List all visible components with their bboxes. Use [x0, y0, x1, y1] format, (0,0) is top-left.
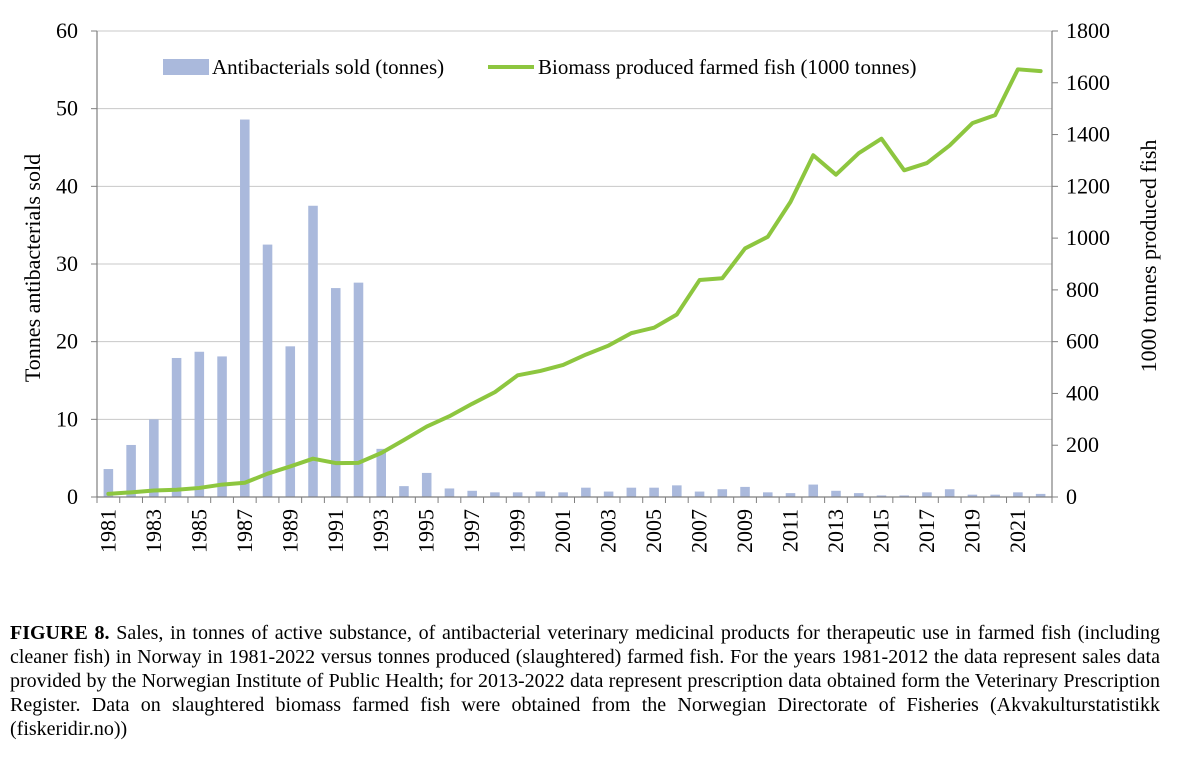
bar-2017 [922, 492, 932, 497]
right-axis-ticks: 0 200 400 600 800 1000 1200 1400 1600 1800 [1066, 18, 1110, 509]
bar-2009 [740, 486, 750, 497]
bar-2008 [717, 489, 728, 497]
chart: 0 10 20 30 40 50 60 0 200 400 600 800 1000 1200 1400 1… [20, 18, 1161, 553]
bar-2021 [1013, 492, 1023, 497]
bar-1992 [353, 282, 364, 497]
y2-axis-title: 1000 tonnes produced fish [1136, 140, 1161, 373]
right-tick-label: 0 [1066, 484, 1077, 509]
right-tick-label: 1400 [1066, 122, 1110, 147]
bar-1996 [444, 488, 455, 497]
x-tick-label: 2021 [1005, 509, 1030, 553]
legend-line-label: Biomass produced farmed fish (1000 tonne… [538, 55, 917, 79]
bar-1988 [262, 244, 273, 497]
x-tick-label: 2011 [778, 509, 803, 552]
right-tick-label: 200 [1066, 432, 1099, 457]
x-tick-label: 1981 [95, 509, 120, 553]
bar-1982 [126, 444, 136, 497]
left-tick-label: 30 [56, 251, 78, 276]
right-tick-label: 800 [1066, 277, 1099, 302]
legend-bar-swatch [163, 59, 209, 75]
bar-2019 [967, 494, 978, 497]
bar-2015 [876, 495, 887, 497]
bar-2002 [581, 487, 591, 497]
bar-2001 [558, 492, 568, 497]
bar-1989 [285, 346, 296, 497]
right-tick-label: 600 [1066, 329, 1099, 354]
bar-1987 [240, 119, 250, 497]
right-tick-label: 400 [1066, 380, 1099, 405]
x-tick-label: 1995 [414, 509, 439, 553]
axes [91, 30, 1058, 503]
left-tick-label: 20 [56, 329, 78, 354]
left-tick-label: 40 [56, 173, 78, 198]
x-tick-label: 2009 [732, 509, 757, 553]
bar-2003 [603, 491, 614, 497]
figure-caption: FIGURE 8. Sales, in tonnes of active sub… [10, 621, 1160, 741]
bar-1994 [399, 486, 409, 497]
left-tick-label: 60 [56, 18, 78, 43]
left-tick-label: 0 [67, 484, 78, 509]
x-tick-label: 1997 [459, 509, 484, 553]
bar-1998 [490, 492, 500, 497]
bar-2016 [899, 495, 909, 497]
legend-bar-label: Antibacterials sold (tonnes) [212, 55, 444, 79]
x-tick-label: 2003 [596, 509, 621, 553]
right-tick-label: 1800 [1066, 18, 1110, 43]
bar-2007 [694, 491, 705, 497]
bar-1995 [421, 472, 432, 497]
x-tick-label: 1993 [368, 509, 393, 553]
bar-1985 [194, 351, 205, 497]
bar-series [103, 119, 1046, 497]
x-tick-label: 2015 [868, 509, 893, 553]
bar-1986 [217, 356, 227, 497]
x-tick-label: 1989 [277, 509, 302, 553]
bar-2018 [944, 489, 955, 497]
bar-2000 [535, 491, 546, 497]
bar-1997 [467, 490, 477, 497]
x-tick-label: 2007 [687, 509, 712, 553]
biomass-line [106, 67, 1043, 496]
bar-2014 [853, 493, 864, 497]
bar-2022 [1035, 493, 1046, 497]
caption-label: FIGURE 8. [10, 622, 110, 644]
x-tick-label: 2019 [959, 509, 984, 553]
right-tick-label: 1200 [1066, 173, 1110, 198]
bar-2006 [672, 485, 682, 497]
bar-1991 [330, 288, 341, 497]
bar-2011 [785, 493, 796, 497]
x-tick-label: 2017 [914, 509, 939, 553]
bar-1984 [171, 357, 182, 497]
bar-1999 [512, 492, 523, 497]
y-axis-title: Tonnes antibacterials sold [20, 154, 45, 382]
x-tick-label: 2005 [641, 509, 666, 553]
x-tick-label: 2001 [550, 509, 575, 553]
bar-1990 [308, 205, 318, 497]
line-series [106, 67, 1043, 496]
bar-1993 [376, 448, 387, 497]
caption-text: Sales, in tonnes of active substance, of… [10, 622, 1160, 740]
x-tick-label: 1983 [141, 509, 166, 553]
x-tick-label: 1991 [323, 509, 348, 553]
bar-1983 [149, 419, 159, 497]
left-tick-label: 50 [56, 96, 78, 121]
bar-1981 [103, 469, 114, 497]
bar-2010 [762, 492, 773, 497]
right-tick-label: 1600 [1066, 70, 1110, 95]
left-axis-ticks: 0 10 20 30 40 50 60 [56, 18, 78, 509]
x-tick-label: 1987 [232, 509, 257, 553]
bar-2004 [626, 487, 637, 497]
bar-2020 [990, 494, 1000, 497]
x-tick-label: 1985 [186, 509, 211, 553]
x-tick-label: 2013 [823, 509, 848, 553]
left-tick-label: 10 [56, 406, 78, 431]
x-tick-label: 1999 [505, 509, 530, 553]
right-tick-label: 1000 [1066, 225, 1110, 250]
bar-2012 [808, 484, 819, 497]
x-axis-ticks: 1981 1983 1985 1987 1989 1991 1993 1995 1997 1999… [95, 509, 1030, 553]
legend: Antibacterials sold (tonnes) Biomass pro… [163, 55, 917, 79]
bar-2005 [649, 487, 659, 497]
bar-2013 [831, 490, 841, 497]
gridlines [97, 30, 1052, 420]
